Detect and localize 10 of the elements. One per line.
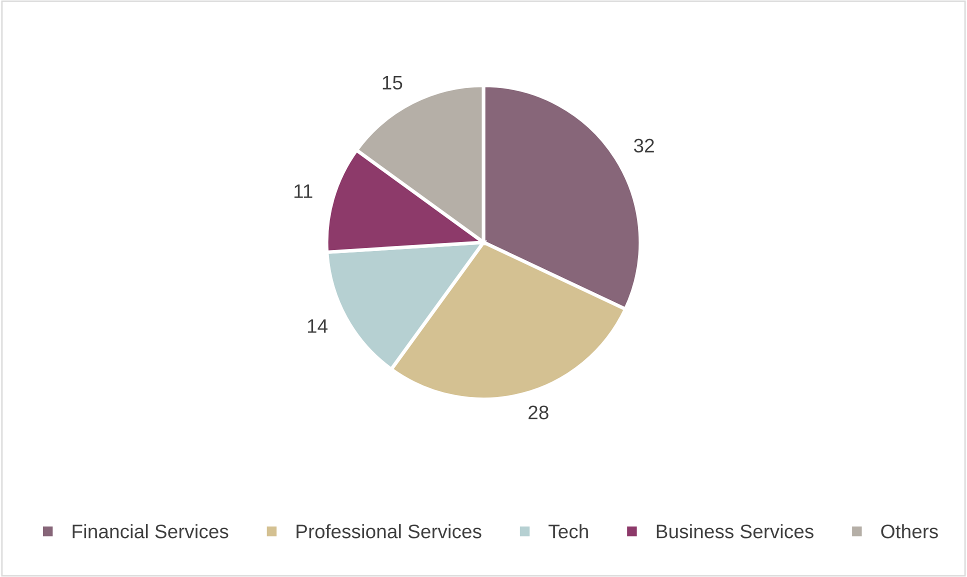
data-label: 14: [308, 319, 328, 333]
data-label: 32: [634, 138, 654, 153]
legend-label: Business Services: [656, 524, 814, 538]
data-label: 11: [294, 184, 312, 198]
legend-label: Financial Services: [72, 524, 228, 538]
data-label: 15: [382, 76, 402, 90]
data-label: 28: [528, 406, 548, 420]
legend-label: Others: [881, 524, 938, 538]
legend-label: Professional Services: [296, 524, 482, 538]
legend-label: Tech: [548, 524, 588, 538]
